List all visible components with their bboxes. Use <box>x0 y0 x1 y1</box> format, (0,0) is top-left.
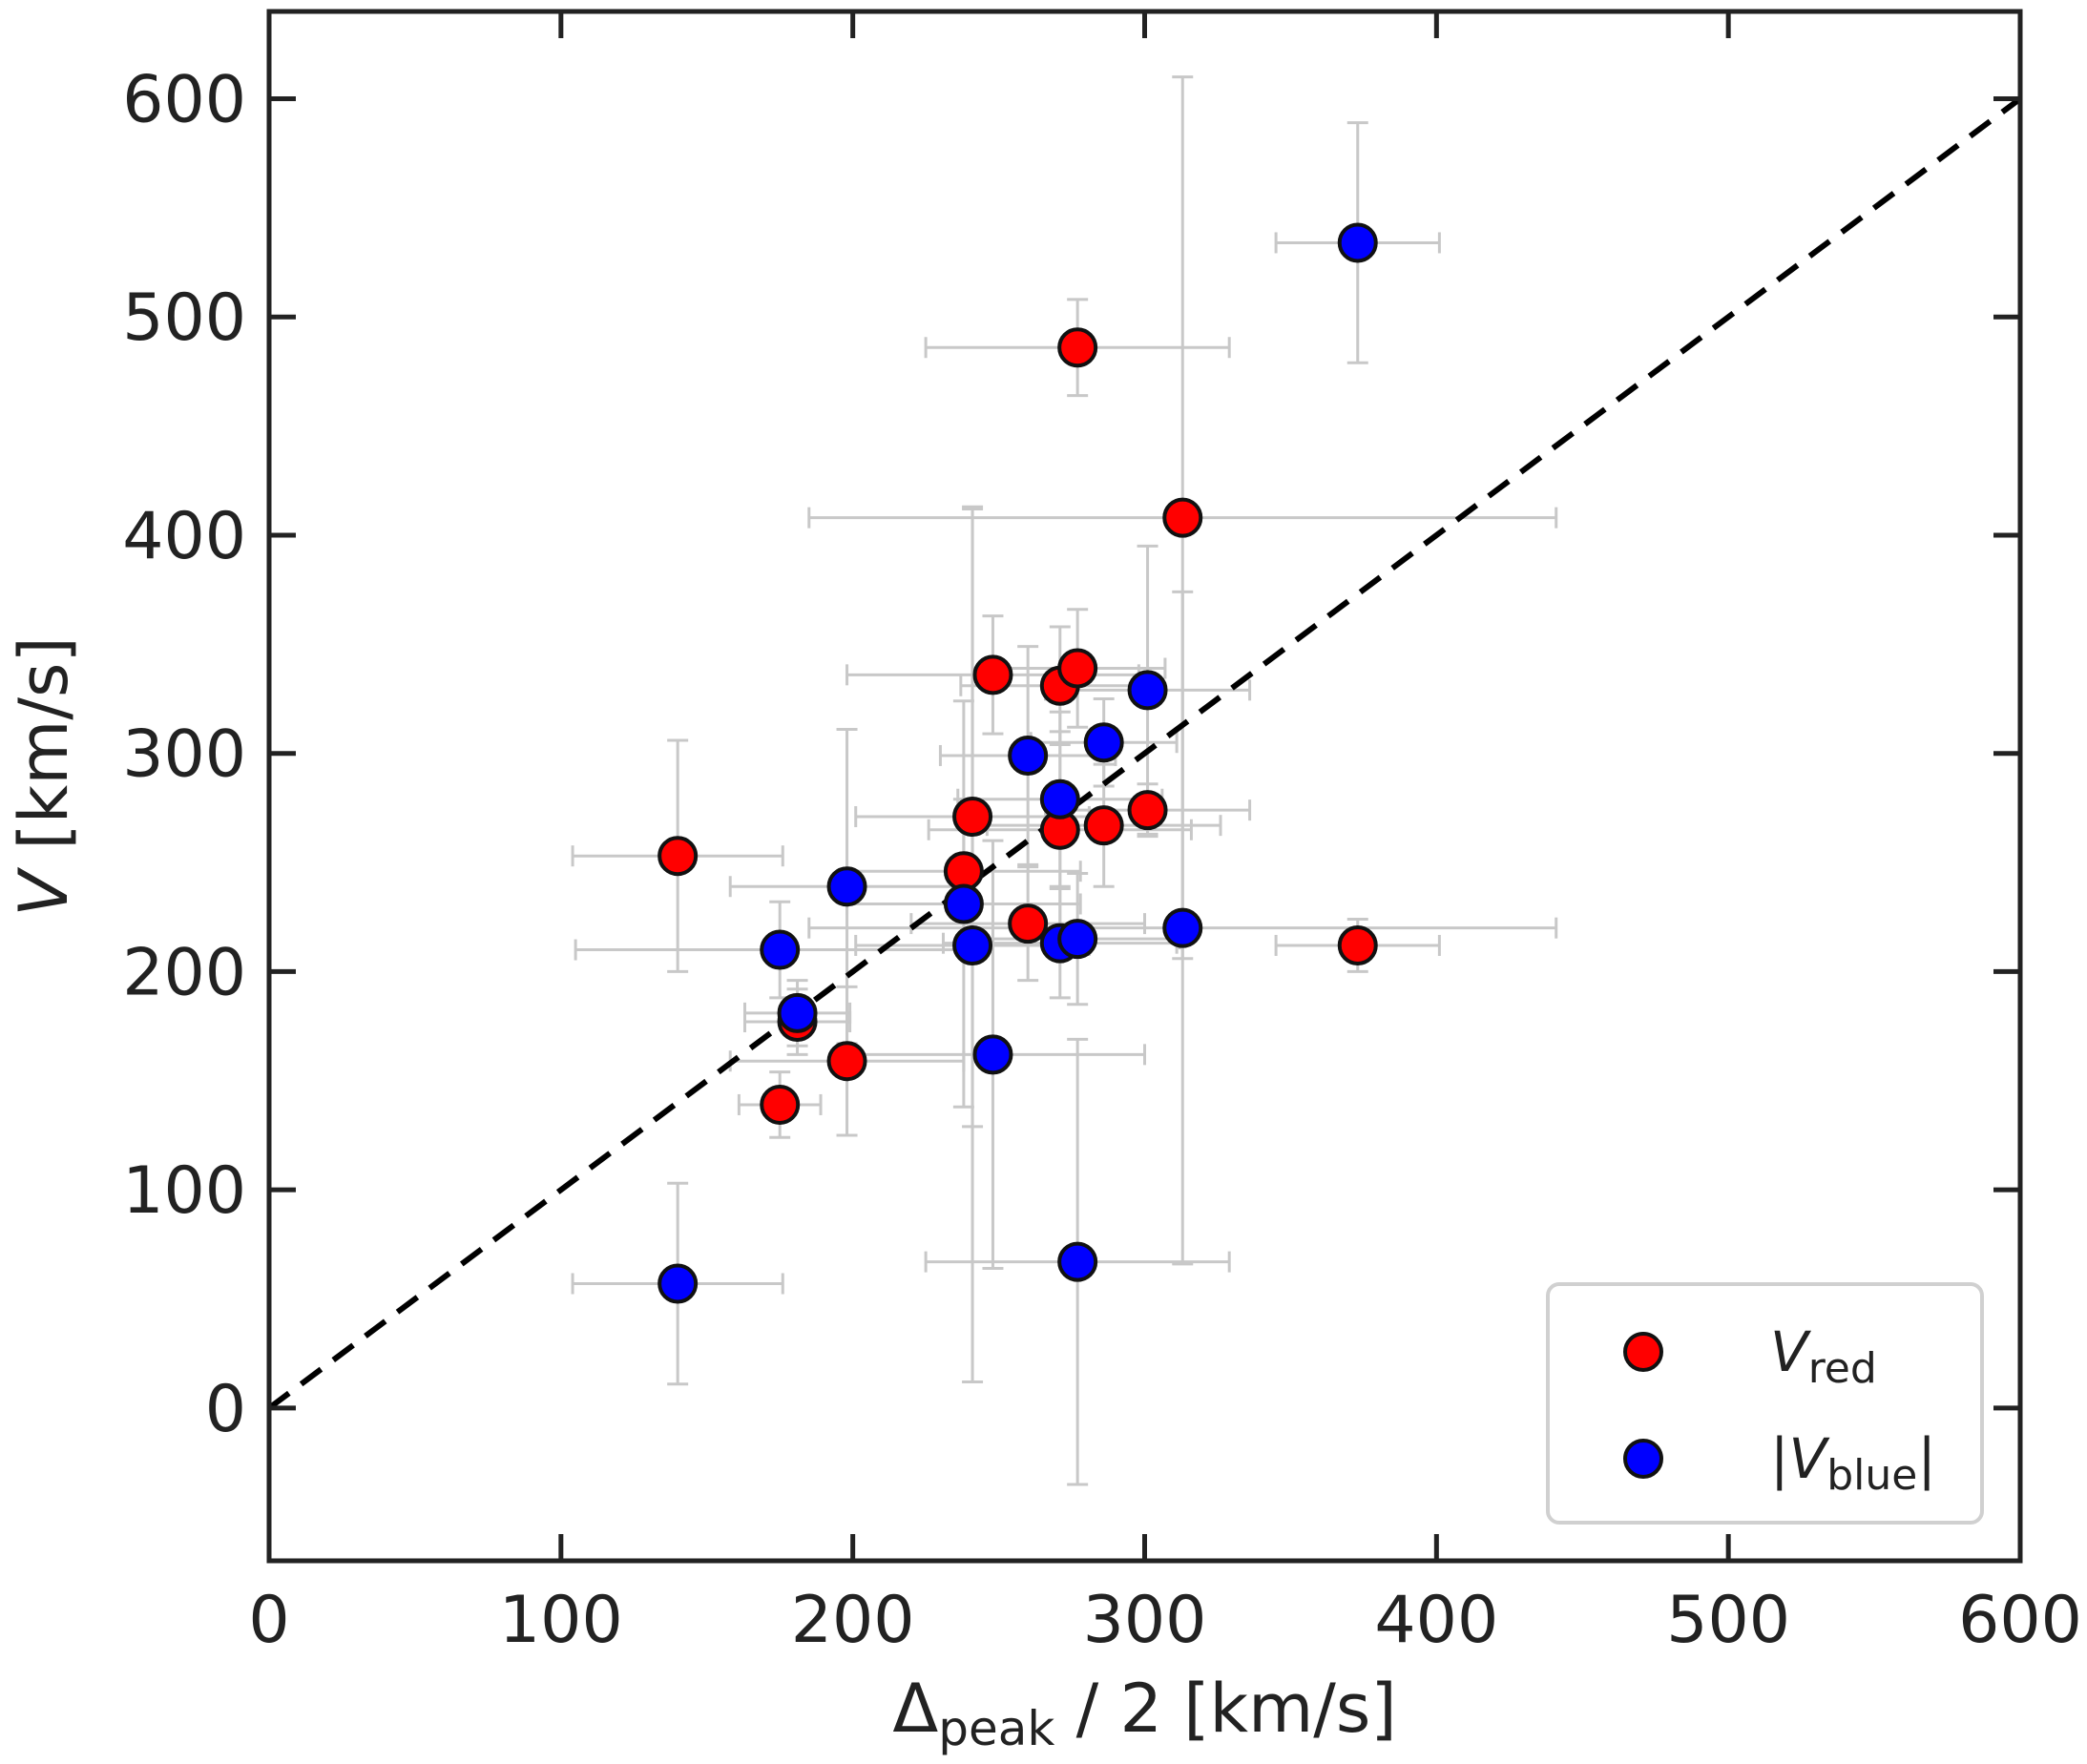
y-tick-label: 100 <box>122 1153 246 1229</box>
blue-point <box>1162 907 1203 948</box>
y-tick-label: 600 <box>122 62 246 137</box>
tick-labels: 0 100 200 300 400 500 600 0 100 200 300 400 500 600 <box>122 62 2082 1658</box>
x-tick-label: 400 <box>1374 1583 1498 1658</box>
blue-point <box>1337 222 1378 263</box>
red-point <box>1337 924 1378 965</box>
x-tick-label: 200 <box>791 1583 915 1658</box>
blue-point <box>657 1263 699 1304</box>
blue-point <box>1057 1241 1098 1282</box>
x-tick-label: 600 <box>1958 1583 2082 1658</box>
red-point <box>1057 648 1098 689</box>
blue-point <box>972 1034 1013 1075</box>
red-point <box>1162 497 1203 538</box>
reference-line-group <box>267 96 2022 1411</box>
blue-point <box>1127 670 1168 711</box>
blue-point <box>1057 919 1098 960</box>
legend-label: Vred <box>1770 1319 1877 1393</box>
y-tick-label: 300 <box>122 717 246 793</box>
legend-blue-marker <box>1623 1439 1663 1479</box>
legend-label-suffix: | <box>1917 1426 1936 1491</box>
y-tick-label: 0 <box>205 1372 246 1447</box>
blue-point <box>1008 735 1049 776</box>
blue-point <box>760 929 801 970</box>
red-point <box>760 1084 801 1125</box>
legend-label-subscript: blue <box>1826 1451 1917 1500</box>
red-point <box>657 836 699 877</box>
y-tick-label: 500 <box>122 280 246 356</box>
x-axis-label-main: Δ <box>892 1670 938 1748</box>
x-axis-label: Δpeak / 2 [km/s] <box>892 1670 1396 1756</box>
plot-frame <box>266 9 2023 1564</box>
blue-point <box>777 992 818 1033</box>
blue-point <box>952 924 993 965</box>
red-point <box>1008 903 1049 944</box>
blue-point <box>943 883 984 924</box>
x-tick-label: 500 <box>1666 1583 1790 1658</box>
data-points <box>657 222 1378 1304</box>
y-tick-label: 200 <box>122 935 246 1010</box>
legend-red-marker <box>1623 1332 1663 1372</box>
legend: Vred|Vblue| <box>1546 1282 1984 1525</box>
red-point <box>952 797 993 838</box>
legend-label: |Vblue| <box>1770 1426 1936 1500</box>
blue-point <box>1083 722 1124 763</box>
red-point <box>972 654 1013 695</box>
y-axis-label-rest: [km/s] <box>5 636 83 871</box>
reference-line <box>267 96 2022 1411</box>
x-tick-label: 0 <box>248 1583 289 1658</box>
red-point <box>1057 327 1098 368</box>
red-point <box>943 851 984 892</box>
legend-label-prefix: | <box>1770 1426 1789 1491</box>
legend-label-italic: V <box>1789 1426 1831 1491</box>
axis-labels: Δpeak / 2 [km/s] V [km/s] <box>5 636 1397 1756</box>
red-point <box>1127 790 1168 831</box>
x-axis-label-subscript: peak <box>938 1701 1054 1756</box>
legend-label-subscript: red <box>1808 1344 1877 1393</box>
red-point <box>826 1041 867 1082</box>
legend-label-italic: V <box>1770 1319 1812 1384</box>
blue-point <box>826 866 867 907</box>
x-tick-label: 100 <box>499 1583 623 1658</box>
x-axis-label-rest: / 2 [km/s] <box>1054 1670 1396 1748</box>
blue-point <box>1039 778 1080 820</box>
red-point <box>1083 805 1124 846</box>
y-axis-label: V [km/s] <box>5 636 83 917</box>
y-tick-label: 400 <box>122 499 246 574</box>
y-axis-label-italic: V <box>5 867 83 917</box>
x-tick-label: 300 <box>1083 1583 1207 1658</box>
